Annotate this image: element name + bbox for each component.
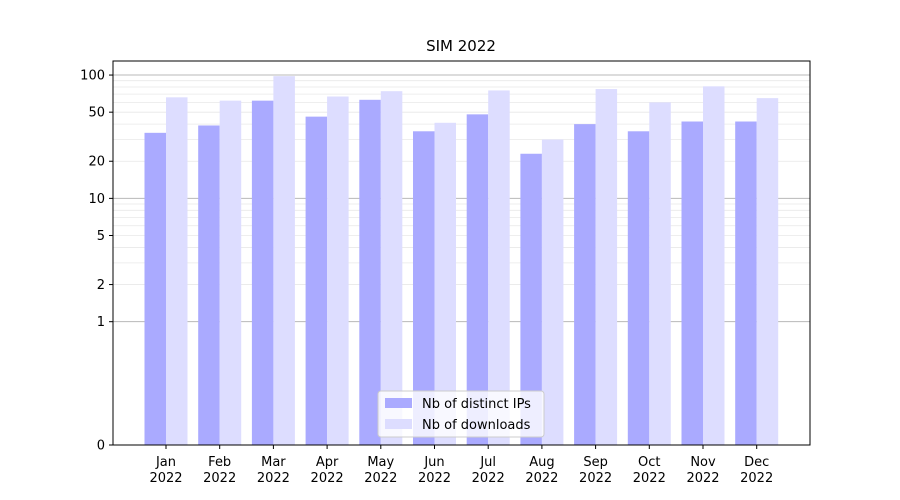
x-tick-label-month: Feb [208,455,231,470]
bar-distinct-ips [520,153,542,445]
bar-distinct-ips [198,125,220,445]
legend: Nb of distinct IPs Nb of downloads [377,390,545,438]
y-tick-label: 100 [80,69,105,84]
bar-downloads [166,97,188,445]
x-tick-label-year: 2022 [686,471,719,486]
y-tick-label: 50 [88,106,105,121]
legend-swatch [385,398,412,408]
bar-downloads [273,76,295,445]
y-tick-label: 10 [88,192,105,207]
bar-distinct-ips [466,114,489,446]
legend-box [377,390,545,438]
bar-distinct-ips [413,131,435,446]
bar-downloads [327,96,349,445]
y-tick-label: 20 [88,155,105,170]
x-tick-label-year: 2022 [311,471,344,486]
x-tick-label-month: Jul [479,455,496,470]
bar-distinct-ips [681,121,703,445]
y-tick-label: 0 [97,439,105,454]
x-tick-label-month: Nov [690,455,716,470]
y-tick-label: 2 [97,278,105,293]
legend-label: Nb of distinct IPs [422,397,531,412]
bar-downloads [649,102,671,446]
x-tick-label-year: 2022 [633,471,666,486]
x-tick-label-year: 2022 [579,471,612,486]
legend-swatch [385,419,412,429]
bar-downloads [595,89,618,446]
x-tick-label-year: 2022 [740,471,773,486]
bars [144,76,779,446]
x-tick-label-year: 2022 [418,471,451,486]
x-tick-label-month: May [367,455,394,470]
y-tick-label: 5 [97,229,105,244]
x-tick-label-month: Jun [423,455,444,470]
bar-distinct-ips [627,131,650,446]
x-tick-label-year: 2022 [364,471,397,486]
plot-area-frame [112,60,811,446]
x-tick-label-year: 2022 [257,471,290,486]
y-axis: 0 1 2 5 10 20 50 100 [80,69,113,454]
x-tick-label-year: 2022 [203,471,236,486]
x-tick-label-month: Apr [316,455,339,470]
bar-distinct-ips [251,100,274,446]
x-tick-label-month: Oct [638,455,660,470]
bar-downloads [703,86,725,445]
bar-distinct-ips [305,116,328,445]
x-tick-label-month: Aug [529,455,554,470]
x-tick-label-year: 2022 [472,471,505,486]
bar-downloads [541,139,564,445]
bar-downloads [434,122,456,445]
bar-downloads [756,98,779,445]
bar-downloads [380,91,403,445]
bar-distinct-ips [359,99,381,445]
x-tick-label-month: Mar [261,455,286,470]
y-tick-label: 1 [97,315,105,330]
bar-distinct-ips [735,121,757,445]
x-tick-label-month: Jan [155,455,176,470]
legend-label: Nb of downloads [422,418,531,433]
x-tick-label-month: Dec [744,455,769,470]
x-tick-label-month: Sep [583,455,608,470]
bar-distinct-ips [574,124,596,445]
x-tick-label-year: 2022 [149,471,182,486]
x-axis: Jan2022Feb2022Mar2022Apr2022May2022Jun20… [149,445,773,486]
bar-downloads [219,100,242,446]
x-tick-label-year: 2022 [525,471,558,486]
bar-distinct-ips [144,132,166,445]
bar-downloads [488,90,510,445]
chart-title: SIM 2022 [426,37,496,55]
